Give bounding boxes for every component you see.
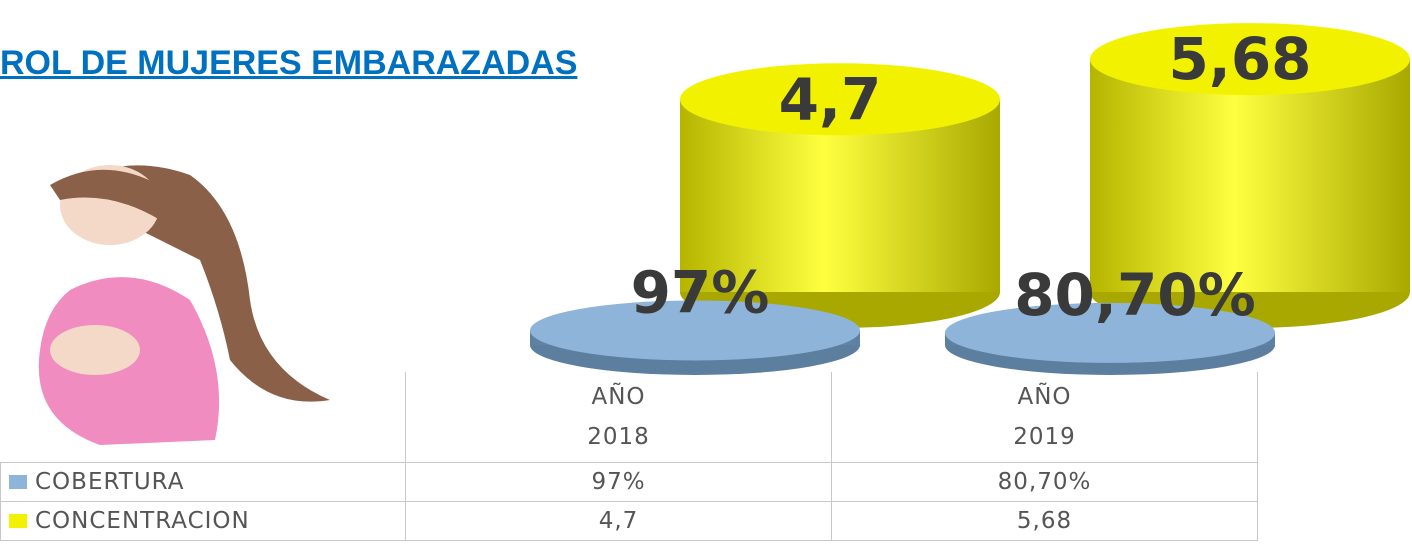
chart-title: ROL DE MUJERES EMBARAZADAS: [0, 44, 577, 83]
header-row: AÑO 2018 AÑO 2019: [1, 372, 1258, 463]
legend-swatch: [9, 475, 27, 489]
value-label: 5,68: [1168, 25, 1311, 93]
legend-entry: CONCENTRACION: [1, 502, 406, 541]
corner: [1, 372, 406, 463]
page: 4,75,6897%80,70% ROL DE MUJERES EMBARAZA…: [0, 0, 1412, 550]
legend-label: CONCENTRACION: [35, 508, 250, 534]
cell: 80,70%: [832, 463, 1258, 502]
cell: 97%: [406, 463, 832, 502]
category: AÑO 2019: [832, 372, 1258, 463]
value-label: 4,7: [779, 65, 882, 133]
category: AÑO 2018: [406, 372, 832, 463]
row: CONCENTRACION 4,7 5,68: [1, 502, 1258, 541]
legend-swatch: [9, 514, 27, 528]
value-label: 80,70%: [1014, 261, 1256, 329]
arm: [50, 325, 140, 375]
legend-label: COBERTURA: [35, 469, 184, 495]
value-label: 97%: [631, 258, 770, 326]
cell: 5,68: [832, 502, 1258, 541]
row: COBERTURA 97% 80,70%: [1, 463, 1258, 502]
legend-entry: COBERTURA: [1, 463, 406, 502]
cell: 4,7: [406, 502, 832, 541]
data-table: AÑO 2018 AÑO 2019 COBERTURA 97% 80,70% C…: [0, 372, 1258, 541]
